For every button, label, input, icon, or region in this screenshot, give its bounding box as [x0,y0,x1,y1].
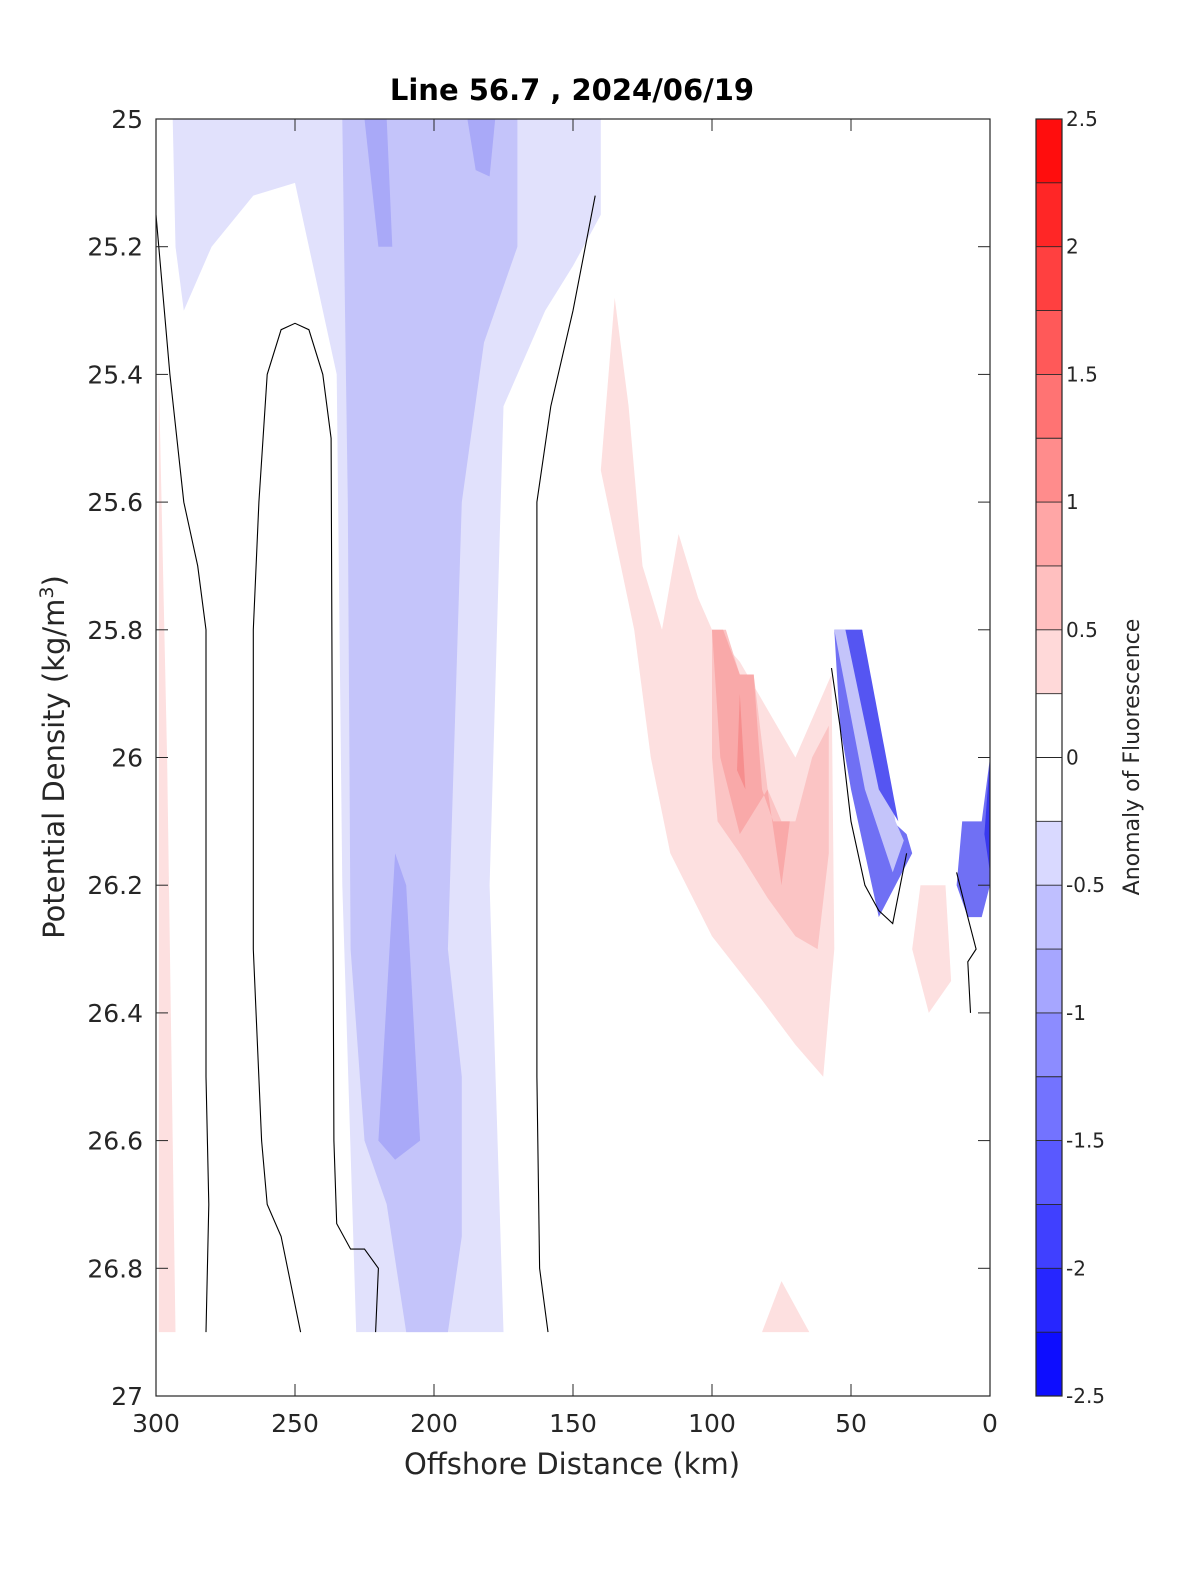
y-tick-label-6: 26.2 [87,871,143,900]
colorbar-band-1 [1036,1268,1062,1333]
colorbar-tick-label-0: 2.5 [1066,107,1098,131]
x-axis-label: Offshore Distance (km) [404,1447,740,1481]
contour-line-4 [956,872,977,1013]
x-tick-label-3: 150 [549,1409,597,1438]
y-tick-label-3: 25.6 [87,488,143,517]
plot-area [155,118,991,1397]
colorbar-tick-label-6: -0.5 [1066,873,1105,897]
contour-line-3 [830,668,908,925]
x-tick-labels: 300 250 200 150 100 50 0 [132,1409,998,1438]
y-tick-label-5: 26 [111,744,143,773]
contour-lines [155,195,977,1333]
colorbar-label: Anomaly of Fluorescence [1120,619,1145,896]
contour-region-11 [737,693,746,790]
contour-region-13 [834,629,904,873]
x-tick-label-2: 200 [410,1409,458,1438]
colorbar-band-11 [1036,629,1062,694]
y-axis-label-close: ) [37,575,71,586]
colorbar-tick-label-8: -1.5 [1066,1129,1105,1153]
colorbar-band-17 [1036,246,1062,311]
y-axis-label-main: Potential Density (kg/m [37,599,71,939]
colorbar-tick-label-2: 1.5 [1066,362,1098,386]
colorbar-tick-label-10: -2.5 [1066,1384,1105,1408]
contour-line-1 [252,322,379,1333]
contour-region-10 [712,629,790,886]
colorbar-band-15 [1036,374,1062,439]
colorbar-band-7 [1036,885,1062,950]
colorbar-tick-label-9: -2 [1066,1256,1086,1280]
y-tick-label-0: 25 [111,105,143,134]
y-tick-label-7: 26.4 [87,999,143,1028]
contour-region-2 [364,119,393,247]
colorbar-tick-label-4: 0.5 [1066,618,1098,642]
x-tick-label-4: 100 [688,1409,736,1438]
colorbar-tick-label-7: -1 [1066,1001,1086,1025]
contour-region-14 [845,629,899,822]
contour-region-16 [984,757,990,873]
x-tick-label-1: 250 [271,1409,319,1438]
colorbar-band-0 [1036,1332,1062,1396]
colorbar-band-19 [1036,119,1062,183]
y-tick-label-2: 25.4 [87,360,143,389]
y-tick-labels: 25 25.2 25.4 25.6 25.8 26 26.2 26.4 26.6 26.8 27 [87,105,143,1411]
colorbar-tick-labels: 2.5 2 1.5 1 0.5 0 -0.5 -1 -1.5 -2 -2.5 [1066,107,1105,1408]
y-tick-label-1: 25.2 [87,233,143,262]
colorbar-band-18 [1036,182,1062,247]
filled-contour-regions [158,119,990,1333]
colorbar-tick-label-1: 2 [1066,235,1079,259]
colorbar-band-10 [1036,693,1062,758]
colorbar-band-13 [1036,502,1062,566]
plot-frame [155,118,991,1397]
contour-line-2 [536,195,596,1333]
contour-region-5 [158,374,176,1333]
colorbar-band-3 [1036,1140,1062,1205]
colorbar: 2.5 2 1.5 1 0.5 0 -0.5 -1 -1.5 -2 -2.5 Anomaly of … [1035,107,1145,1408]
colorbar-band-9 [1036,757,1062,822]
colorbar-tick-label-3: 1 [1066,490,1079,514]
colorbar-bands [1036,119,1062,1396]
colorbar-band-12 [1036,565,1062,630]
x-tick-label-6: 0 [982,1409,998,1438]
y-tick-label-4: 25.8 [87,616,143,645]
contour-line-0 [155,214,210,1333]
y-tick-label-8: 26.6 [87,1127,143,1156]
colorbar-tick-label-5: 0 [1066,746,1079,770]
contour-region-3 [467,119,496,177]
y-axis-label-superscript: 3 [36,586,58,598]
contour-region-4 [378,853,421,1160]
y-tick-label-9: 26.8 [87,1254,143,1283]
colorbar-band-14 [1036,438,1062,503]
y-axis-label: Potential Density (kg/m3) [36,575,71,939]
colorbar-frame [1035,118,1063,1397]
colorbar-band-16 [1036,310,1062,375]
colorbar-band-4 [1036,1076,1062,1141]
y-tick-label-10: 27 [111,1382,143,1411]
contour-region-15 [956,757,990,918]
colorbar-band-6 [1036,949,1062,1013]
x-tick-label-0: 300 [132,1409,180,1438]
chart-title: Line 56.7 , 2024/06/19 [390,73,754,107]
colorbar-band-8 [1036,821,1062,886]
contour-region-8 [762,1281,810,1333]
colorbar-band-5 [1036,1012,1062,1077]
colorbar-band-2 [1036,1204,1062,1269]
contour-region-7 [912,885,952,1013]
x-tick-label-5: 50 [835,1409,867,1438]
